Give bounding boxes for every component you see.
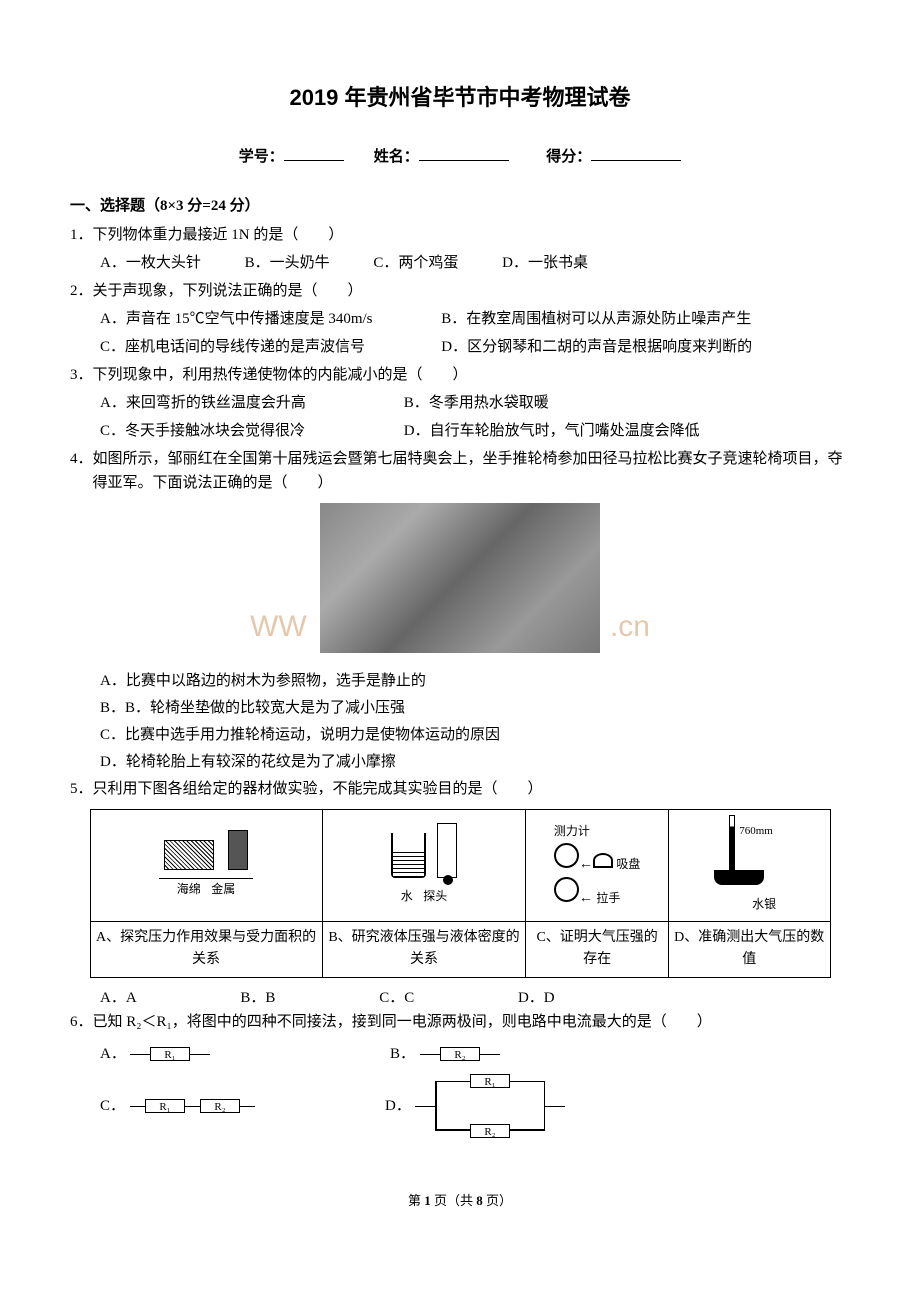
r1-box-c: R₁: [145, 1099, 185, 1113]
footer-mid: 页（共: [431, 1193, 477, 1208]
q4-stem: 4．如图所示，邹丽红在全国第十届残运会暨第七届特奥会上，坐手推轮椅参加田径马拉松…: [70, 447, 850, 495]
q6-stem: 6．已知 R₂＜R₁，将图中的四种不同接法，接到同一电源两极间，则电路中电流最大…: [70, 1010, 850, 1034]
desc-C: C、证明大气压强的存在: [526, 921, 668, 977]
barometer-icon: 760mm: [714, 815, 784, 885]
q5-B: B．B: [240, 986, 275, 1010]
gauge-label: 测力计: [554, 824, 590, 838]
q1-B: B．一头奶牛: [245, 251, 330, 275]
r1-box: R₁: [150, 1047, 190, 1061]
handle-label: 拉手: [596, 891, 620, 905]
id-label: 学号：: [239, 149, 284, 165]
q3-A: A．来回弯折的铁丝温度会升高: [100, 391, 400, 415]
q4-C: C．比赛中选手用力推轮椅运动，说明力是使物体运动的原因: [70, 723, 850, 747]
q5-D: D．D: [518, 986, 555, 1010]
suction-icon: [593, 853, 613, 868]
table-row: A、探究压力作用效果与受力面积的关系 B、研究液体压强与液体密度的关系 C、证明…: [90, 921, 830, 977]
name-label: 姓名：: [374, 149, 419, 165]
q4-photo: [320, 503, 600, 653]
probe-label: 探头: [423, 889, 447, 903]
watermark-left: WW: [250, 603, 307, 651]
q2-options-row2: C．座机电话间的导线传递的是声波信号 D．区分钢琴和二胡的声音是根据响度来判断的: [70, 335, 850, 359]
q5-options: A．A B．B C．C D．D: [70, 986, 850, 1010]
q2-stem: 2．关于声现象，下列说法正确的是（ ）: [70, 279, 850, 303]
q6-row1: A． R₁ B． R₂: [100, 1042, 850, 1066]
section-1-title: 一、选择题（8×3 分=24 分）: [70, 194, 850, 218]
q6-A-circuit: R₁: [130, 1042, 210, 1066]
q6-row2: C． R₁ R₂ D． R₁ R₂: [100, 1081, 850, 1131]
q4-B: B．B．轮椅坐垫做的比较宽大是为了减小压强: [70, 696, 850, 720]
metal-icon: [228, 830, 248, 870]
q5-A: A．A: [100, 986, 137, 1010]
desc-D: D、准确测出大气压的数值: [668, 921, 830, 977]
exp-cell-D: 760mm 水银: [668, 810, 830, 922]
student-info-line: 学号： 姓名： 得分：: [70, 145, 850, 169]
q6-A-label: A．: [100, 1042, 130, 1066]
q4-D: D．轮椅轮胎上有较深的花纹是为了减小摩擦: [70, 750, 850, 774]
table-row: 海绵 金属 水 探头 测力计 ← 吸盘 ← 拉手 760mm 水银: [90, 810, 830, 922]
q1-C: C．两个鸡蛋: [373, 251, 458, 275]
beaker-icon: [391, 833, 426, 878]
r2-box: R₂: [440, 1047, 480, 1061]
mercury-label: 水银: [752, 897, 776, 911]
q6-D-circuit: R₁ R₂: [435, 1081, 545, 1131]
q1-D: D．一张书桌: [502, 251, 588, 275]
id-blank: [284, 146, 344, 161]
q6-options: A． R₁ B． R₂ C． R₁ R₂ D． R₁ R₂: [70, 1042, 850, 1131]
q5-table: 海绵 金属 水 探头 测力计 ← 吸盘 ← 拉手 760mm 水银: [90, 809, 831, 978]
q1-options: A．一枚大头针 B．一头奶牛 C．两个鸡蛋 D．一张书桌: [70, 251, 850, 275]
name-blank: [419, 146, 509, 161]
q4-A: A．比赛中以路边的树木为参照物，选手是静止的: [70, 669, 850, 693]
desc-A: A、探究压力作用效果与受力面积的关系: [90, 921, 322, 977]
r1-box-d: R₁: [470, 1074, 510, 1088]
r2-box-c: R₂: [200, 1099, 240, 1113]
q6-C-circuit: R₁ R₂: [130, 1094, 255, 1118]
sponge-icon: [164, 840, 214, 870]
q2-B: B．在教室周围植树可以从声源处防止噪声产生: [441, 307, 779, 331]
exp-cell-A: 海绵 金属: [90, 810, 322, 922]
sponge-label: 海绵: [177, 882, 201, 896]
q2-C: C．座机电话间的导线传递的是声波信号: [100, 335, 438, 359]
q1-A: A．一枚大头针: [100, 251, 201, 275]
q4-image-container: WW .cn: [70, 503, 850, 661]
gauge-icon: [554, 843, 579, 868]
q2-A: A．声音在 15℃空气中传播速度是 340m/s: [100, 307, 438, 331]
footer-prefix: 第: [408, 1193, 424, 1208]
q2-D: D．区分钢琴和二胡的声音是根据响度来判断的: [441, 335, 779, 359]
q5-stem: 5．只利用下图各组给定的器材做实验，不能完成其实验目的是（ ）: [70, 777, 850, 801]
score-blank: [591, 146, 681, 161]
footer-suffix: 页）: [483, 1193, 512, 1208]
watermark-right: .cn: [610, 603, 650, 651]
suction-label: 吸盘: [616, 857, 640, 871]
q3-D: D．自行车轮胎放气时，气门嘴处温度会降低: [404, 419, 742, 443]
q1-stem: 1．下列物体重力最接近 1N 的是（ ）: [70, 223, 850, 247]
q3-stem: 3．下列现象中，利用热传递使物体的内能减小的是（ ）: [70, 363, 850, 387]
q6-C-label: C．: [100, 1094, 130, 1118]
q3-options-row1: A．来回弯折的铁丝温度会升高 B．冬季用热水袋取暖: [70, 391, 850, 415]
gauge2-icon: [554, 877, 579, 902]
probe-icon: [437, 823, 457, 878]
height-label: 760mm: [739, 823, 773, 841]
q6-D-label: D．: [385, 1094, 415, 1118]
q3-options-row2: C．冬天手接触冰块会觉得很冷 D．自行车轮胎放气时，气门嘴处温度会降低: [70, 419, 850, 443]
q3-B: B．冬季用热水袋取暖: [404, 391, 742, 415]
q2-options-row1: A．声音在 15℃空气中传播速度是 340m/s B．在教室周围植树可以从声源处…: [70, 307, 850, 331]
metal-label: 金属: [211, 882, 235, 896]
exp-cell-B: 水 探头: [322, 810, 526, 922]
q3-C: C．冬天手接触冰块会觉得很冷: [100, 419, 400, 443]
score-label: 得分：: [546, 149, 591, 165]
exam-title: 2019 年贵州省毕节市中考物理试卷: [70, 80, 850, 115]
q6-B-label: B．: [390, 1042, 420, 1066]
page-footer: 第 1 页（共 8 页）: [70, 1191, 850, 1212]
desc-B: B、研究液体压强与液体密度的关系: [322, 921, 526, 977]
water-label: 水: [401, 889, 413, 903]
q5-C: C．C: [379, 986, 414, 1010]
q6-B-circuit: R₂: [420, 1042, 500, 1066]
r2-box-d: R₂: [470, 1124, 510, 1138]
exp-cell-C: 测力计 ← 吸盘 ← 拉手: [526, 810, 668, 922]
